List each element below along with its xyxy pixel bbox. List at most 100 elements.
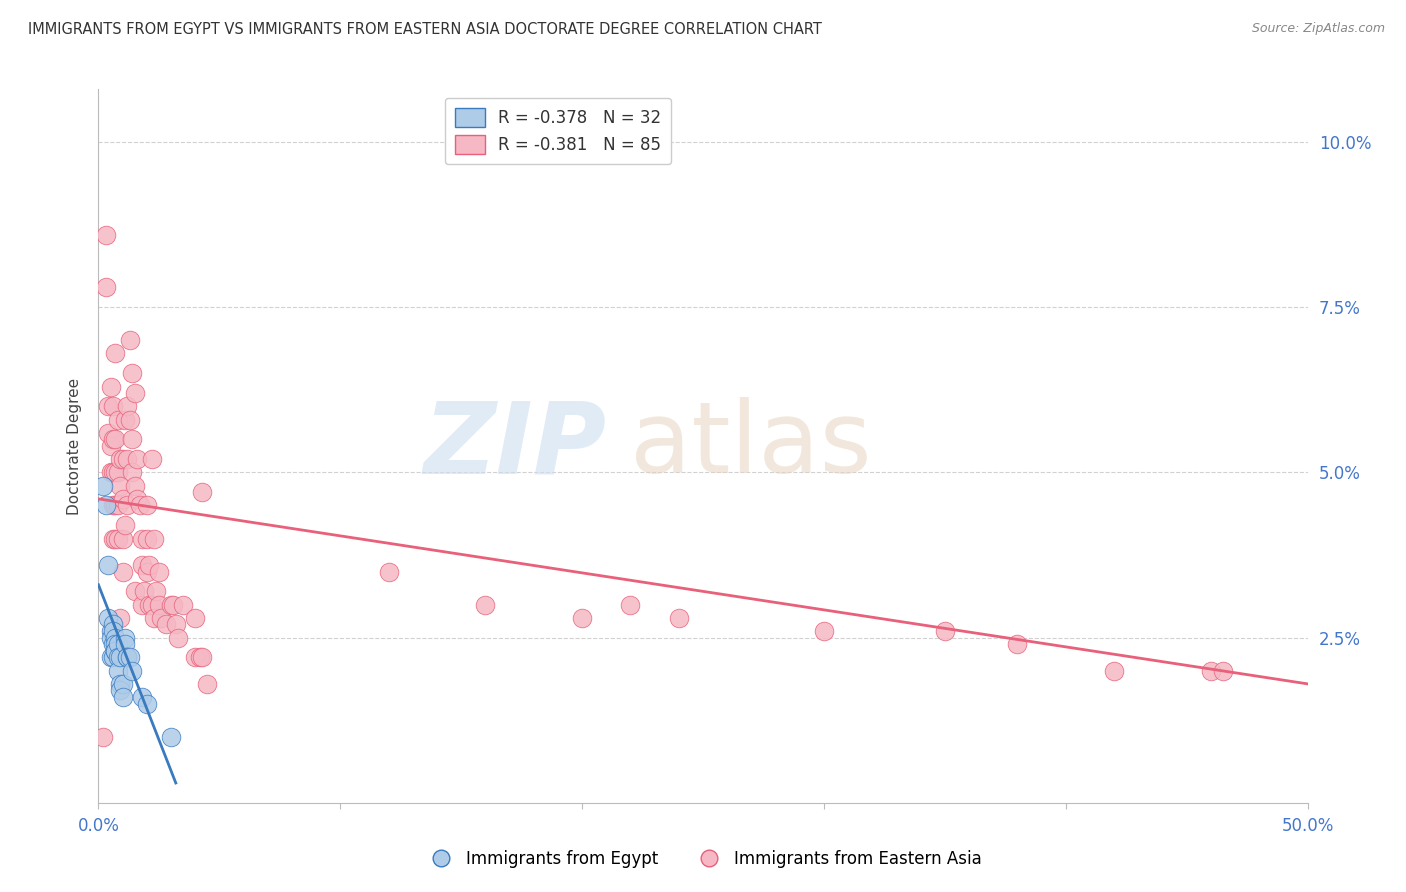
Point	[107, 499, 129, 513]
Point	[141, 598, 163, 612]
Text: Source: ZipAtlas.com: Source: ZipAtlas.com	[1251, 22, 1385, 36]
Point	[1007, 637, 1029, 651]
Legend: Immigrants from Egypt, Immigrants from Eastern Asia: Immigrants from Egypt, Immigrants from E…	[418, 844, 988, 875]
Point	[101, 532, 124, 546]
Point	[121, 433, 143, 447]
Point	[101, 637, 124, 651]
Point	[108, 650, 131, 665]
Point	[114, 412, 136, 426]
Point	[188, 650, 211, 665]
Point	[111, 452, 134, 467]
Point	[107, 466, 129, 480]
Point	[104, 644, 127, 658]
Point	[131, 598, 153, 612]
Point	[134, 584, 156, 599]
Point	[100, 466, 122, 480]
Point	[160, 730, 183, 744]
Point	[121, 664, 143, 678]
Point	[160, 598, 183, 612]
Point	[104, 644, 127, 658]
Point	[91, 478, 114, 492]
Point	[191, 650, 214, 665]
Point	[100, 624, 122, 638]
Point	[111, 491, 134, 506]
Point	[94, 280, 117, 294]
Point	[131, 558, 153, 572]
Point	[111, 677, 134, 691]
Point	[619, 598, 641, 612]
Point	[813, 624, 835, 638]
Point	[141, 452, 163, 467]
Point	[131, 690, 153, 704]
Point	[1102, 664, 1125, 678]
Point	[135, 697, 157, 711]
Point	[117, 452, 139, 467]
Point	[91, 730, 114, 744]
Point	[121, 466, 143, 480]
Point	[195, 677, 218, 691]
Point	[668, 611, 690, 625]
Point	[118, 650, 141, 665]
Point	[107, 650, 129, 665]
Point	[128, 499, 150, 513]
Point	[104, 466, 127, 480]
Point	[118, 412, 141, 426]
Point	[104, 637, 127, 651]
Point	[97, 425, 120, 440]
Point	[97, 400, 120, 414]
Point	[107, 412, 129, 426]
Point	[107, 664, 129, 678]
Point	[107, 532, 129, 546]
Point	[121, 367, 143, 381]
Point	[104, 499, 127, 513]
Point	[148, 565, 170, 579]
Point	[100, 439, 122, 453]
Point	[97, 611, 120, 625]
Point	[135, 499, 157, 513]
Point	[148, 598, 170, 612]
Point	[114, 637, 136, 651]
Point	[94, 227, 117, 242]
Point	[117, 650, 139, 665]
Point	[114, 631, 136, 645]
Point	[108, 478, 131, 492]
Point	[124, 584, 146, 599]
Point	[1212, 664, 1234, 678]
Point	[101, 433, 124, 447]
Point	[118, 333, 141, 347]
Point	[474, 598, 496, 612]
Point	[108, 677, 131, 691]
Point	[104, 631, 127, 645]
Point	[172, 598, 194, 612]
Point	[117, 650, 139, 665]
Point	[131, 532, 153, 546]
Point	[138, 558, 160, 572]
Point	[97, 558, 120, 572]
Point	[114, 518, 136, 533]
Point	[100, 650, 122, 665]
Point	[104, 532, 127, 546]
Point	[111, 532, 134, 546]
Point	[108, 452, 131, 467]
Point	[111, 690, 134, 704]
Point	[135, 565, 157, 579]
Point	[101, 466, 124, 480]
Point	[184, 611, 207, 625]
Point	[117, 400, 139, 414]
Point	[111, 565, 134, 579]
Point	[191, 485, 214, 500]
Point	[127, 491, 149, 506]
Point	[184, 650, 207, 665]
Point	[167, 631, 190, 645]
Point	[135, 532, 157, 546]
Point	[94, 499, 117, 513]
Legend: R = -0.378   N = 32, R = -0.381   N = 85: R = -0.378 N = 32, R = -0.381 N = 85	[444, 97, 671, 164]
Y-axis label: Doctorate Degree: Doctorate Degree	[67, 377, 83, 515]
Point	[124, 478, 146, 492]
Point	[101, 650, 124, 665]
Point	[101, 624, 124, 638]
Point	[934, 624, 956, 638]
Point	[108, 611, 131, 625]
Point	[143, 611, 166, 625]
Point	[117, 499, 139, 513]
